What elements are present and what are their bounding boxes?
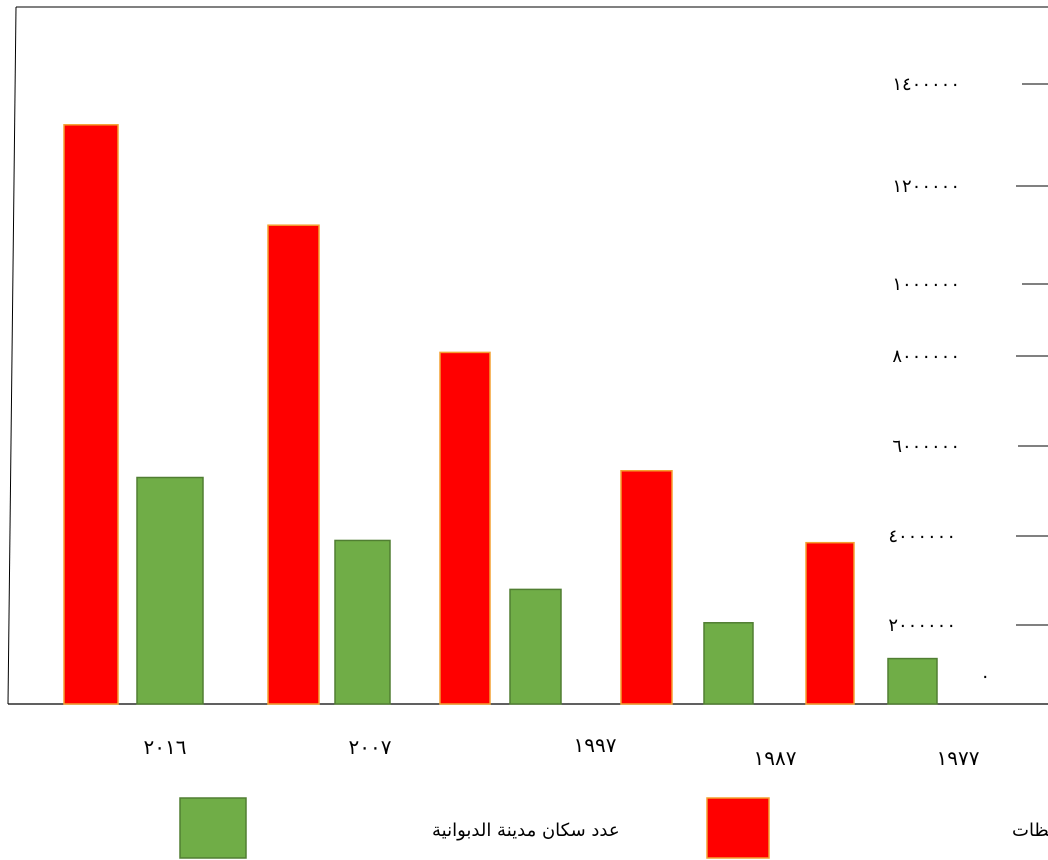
legend-swatch [179, 797, 247, 859]
y-tick-label: ٨٠٠٠٠٠٠ [892, 346, 960, 367]
y-tick-label: ١٠٠٠٠٠٠ [892, 274, 960, 295]
y-tick-label: ٠ [980, 666, 990, 687]
bar-city-0 [136, 476, 204, 705]
bar-governorates-0 [63, 124, 119, 705]
legend-item: عدد سكان مدينة الدبوانية [179, 797, 620, 859]
x-tick-label: ١٩٨٧ [754, 746, 797, 770]
legend-label: عدد سكان مدينة الدبوانية [432, 820, 620, 841]
y-tick-label: ٤٠٠٠٠٠٠ [888, 526, 956, 547]
bar-governorates-1 [267, 224, 320, 705]
x-tick-label: ١٩٧٧ [937, 746, 980, 770]
y-tick-label: ١٢٠٠٠٠٠ [892, 176, 960, 197]
y-tick-label: ٦٠٠٠٠٠٠ [892, 436, 960, 457]
y-tick-label: ١٤٠٠٠٠٠ [892, 74, 960, 95]
y-axis: ٠ ٢٠٠٠٠٠٠ ٤٠٠٠٠٠٠ ٦٠٠٠٠٠٠ ٨٠٠٠٠٠٠ ١٠٠٠٠٠٠ ١٢٠٠… [888, 74, 1048, 687]
bar-governorates-2 [439, 351, 491, 705]
legend-label: عدد سكان المحافظات [1012, 820, 1048, 841]
bar-governorates-4 [805, 541, 855, 705]
bar-governorates-3 [620, 470, 673, 705]
legend-swatch [706, 797, 770, 859]
legend-item: عدد سكان المحافظات [706, 797, 1048, 859]
bars [63, 124, 938, 705]
bar-city-2 [509, 588, 562, 705]
legend: عدد سكان المحافظات عدد سكان مدينة الدبوان… [179, 797, 1048, 859]
bar-city-1 [334, 539, 391, 705]
y-tick-label: ٢٠٠٠٠٠٠ [888, 615, 956, 636]
x-tick-label: ١٩٩٧ [574, 733, 617, 757]
x-tick-label: ٢٠٠٧ [349, 735, 392, 759]
x-axis: ٢٠١٦ ٢٠٠٧ ١٩٩٧ ١٩٨٧ ١٩٧٧ [144, 733, 980, 770]
frame-left-line [7, 6, 17, 705]
bar-city-4 [887, 657, 938, 705]
bar-city-3 [703, 622, 754, 705]
x-tick-label: ٢٠١٦ [144, 735, 187, 759]
